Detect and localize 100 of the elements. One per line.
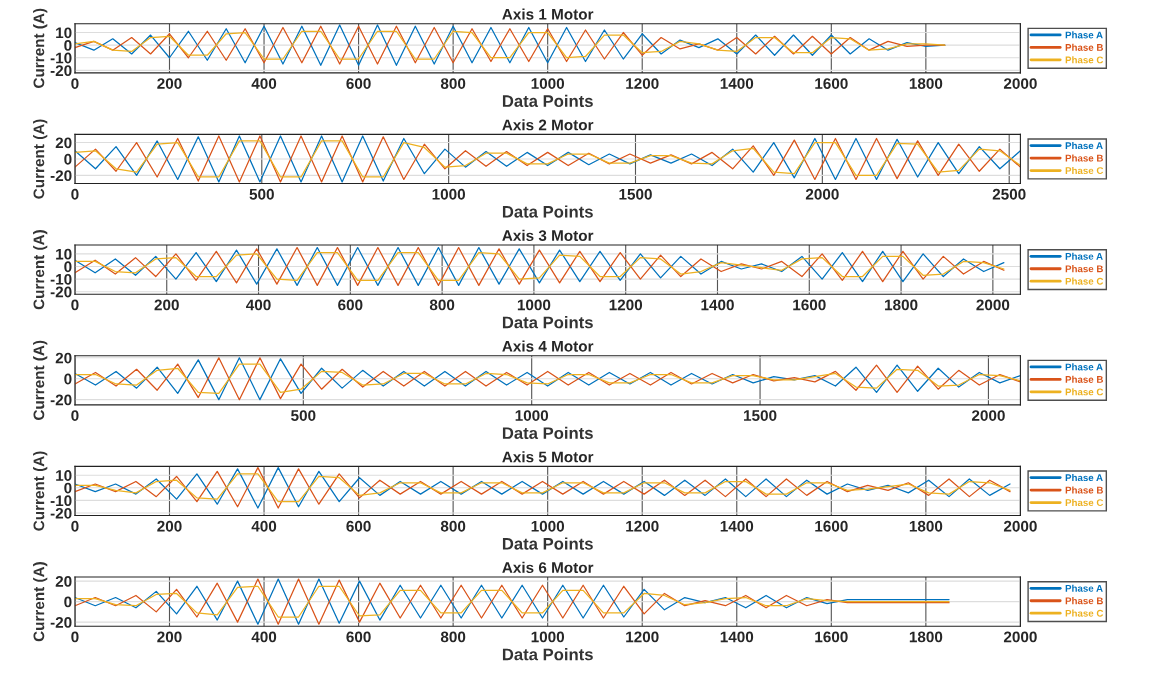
x-tick-label: 200 bbox=[154, 299, 179, 311]
line-series bbox=[74, 251, 1005, 281]
x-tick-label: 2000 bbox=[1003, 520, 1037, 532]
x-tick-label: 600 bbox=[346, 78, 371, 89]
x-tick-label: 400 bbox=[251, 520, 277, 532]
text: Phase A bbox=[1065, 584, 1103, 592]
x-tick-label: 1800 bbox=[909, 631, 943, 643]
x-tick-label: 1600 bbox=[793, 299, 826, 311]
x-tick-label: 800 bbox=[429, 299, 455, 311]
x-tick-label: 1200 bbox=[609, 299, 643, 311]
y-tick-label: -10 bbox=[50, 273, 72, 285]
legend-label: Phase A bbox=[1065, 473, 1103, 482]
x-tick-label: 2000 bbox=[976, 299, 1010, 311]
text: Phase B bbox=[1065, 375, 1103, 383]
line-series bbox=[74, 585, 950, 618]
y-tick-label: -20 bbox=[50, 616, 72, 628]
x-tick-label: 1400 bbox=[720, 631, 754, 643]
x-tick-label: 1600 bbox=[815, 520, 848, 532]
x-tick-label: 1400 bbox=[720, 78, 754, 89]
y-tick-label: -20 bbox=[50, 286, 72, 298]
y-tick-label: 10 bbox=[56, 470, 72, 481]
x-tick-label: 800 bbox=[440, 78, 466, 89]
x-tick-label: 1000 bbox=[432, 188, 466, 200]
x-tick-label: 1200 bbox=[626, 78, 659, 89]
x-tick-label: 1800 bbox=[909, 78, 943, 89]
legend-label: Phase B bbox=[1065, 43, 1103, 51]
chart-title: Axis 3 Motor bbox=[502, 229, 594, 242]
text: Phase B bbox=[1065, 597, 1103, 605]
y-axis-title: Current (A) bbox=[33, 230, 48, 310]
y-tick-label: 0 bbox=[64, 373, 72, 385]
line-series bbox=[74, 246, 1005, 287]
x-tick-label: 500 bbox=[249, 188, 274, 200]
x-axis-title: Data Points bbox=[502, 316, 593, 329]
x-tick-label: 1400 bbox=[701, 299, 734, 311]
line-series bbox=[74, 473, 1011, 503]
x-tick-label: 200 bbox=[157, 520, 182, 532]
y-axis-title: Current (A) bbox=[33, 340, 48, 420]
text: Phase A bbox=[1065, 141, 1103, 150]
legend-label: Phase C bbox=[1065, 277, 1104, 285]
y-tick-label: 0 bbox=[64, 482, 72, 494]
y-tick-label: 20 bbox=[55, 352, 72, 364]
x-tick-label: 800 bbox=[440, 520, 466, 532]
x-tick-label: 1200 bbox=[626, 520, 659, 532]
y-tick-label: 0 bbox=[64, 596, 72, 608]
x-tick-label: 1800 bbox=[885, 299, 918, 311]
x-tick-label: 600 bbox=[346, 631, 371, 643]
y-tick-label: -10 bbox=[50, 495, 72, 507]
x-tick-label: 1800 bbox=[909, 520, 943, 532]
y-tick-label: 0 bbox=[64, 40, 72, 51]
y-tick-label: -20 bbox=[50, 394, 72, 406]
y-axis-title: Current (A) bbox=[33, 8, 48, 88]
y-tick-label: 10 bbox=[56, 27, 72, 39]
chart-title: Axis 4 Motor bbox=[502, 340, 594, 352]
legend-label: Phase B bbox=[1065, 265, 1103, 273]
x-tick-label: 1600 bbox=[815, 631, 848, 643]
x-tick-label: 1000 bbox=[531, 78, 565, 89]
legend-label: Phase C bbox=[1065, 56, 1104, 64]
x-tick-label: 1600 bbox=[815, 78, 848, 89]
x-tick-label: 1500 bbox=[744, 410, 777, 421]
y-tick-label: 0 bbox=[64, 261, 72, 273]
x-tick-label: 1000 bbox=[531, 631, 565, 643]
x-tick-label: 500 bbox=[291, 410, 316, 421]
x-axis-title: Data Points bbox=[502, 94, 593, 107]
text: Phase C bbox=[1065, 609, 1104, 617]
y-tick-label: 20 bbox=[55, 137, 72, 149]
y-axis-title: Current (A) bbox=[33, 562, 48, 642]
x-axis-title: Data Points bbox=[502, 426, 593, 440]
y-tick-label: -20 bbox=[50, 170, 72, 182]
text: Phase C bbox=[1065, 388, 1104, 396]
x-tick-label: 200 bbox=[157, 631, 182, 643]
y-tick-label: 0 bbox=[64, 153, 72, 165]
y-tick-label: 20 bbox=[55, 576, 72, 587]
y-tick-label: -20 bbox=[50, 507, 72, 519]
text: Phase B bbox=[1065, 154, 1103, 162]
x-tick-label: 1500 bbox=[619, 188, 652, 200]
legend-label: Phase A bbox=[1065, 31, 1103, 39]
x-tick-label: 1000 bbox=[531, 520, 565, 532]
x-tick-label: 800 bbox=[440, 631, 466, 643]
text: Phase A bbox=[1065, 363, 1103, 371]
x-tick-label: 2500 bbox=[992, 188, 1026, 200]
y-tick-label: -10 bbox=[50, 52, 72, 64]
x-tick-label: 0 bbox=[71, 78, 79, 89]
x-tick-label: 400 bbox=[251, 78, 277, 89]
chart-title: Axis 1 Motor bbox=[502, 8, 594, 20]
x-tick-label: 1000 bbox=[517, 299, 551, 311]
x-axis-title: Data Points bbox=[502, 537, 593, 550]
x-tick-label: 2000 bbox=[1003, 631, 1037, 643]
x-tick-label: 200 bbox=[157, 78, 182, 89]
text: Phase C bbox=[1065, 166, 1104, 175]
line-series bbox=[74, 363, 1021, 395]
x-tick-label: 2000 bbox=[805, 188, 839, 200]
legend-label: Phase B bbox=[1065, 486, 1103, 494]
x-tick-label: 600 bbox=[346, 520, 371, 532]
y-tick-label: -20 bbox=[50, 65, 72, 77]
x-tick-label: 400 bbox=[251, 631, 277, 643]
chart-title: Axis 6 Motor bbox=[502, 561, 594, 574]
x-tick-label: 600 bbox=[338, 299, 363, 311]
y-axis-title: Current (A) bbox=[33, 119, 48, 199]
chart-title: Axis 5 Motor bbox=[502, 451, 594, 463]
line-series bbox=[74, 467, 1011, 509]
